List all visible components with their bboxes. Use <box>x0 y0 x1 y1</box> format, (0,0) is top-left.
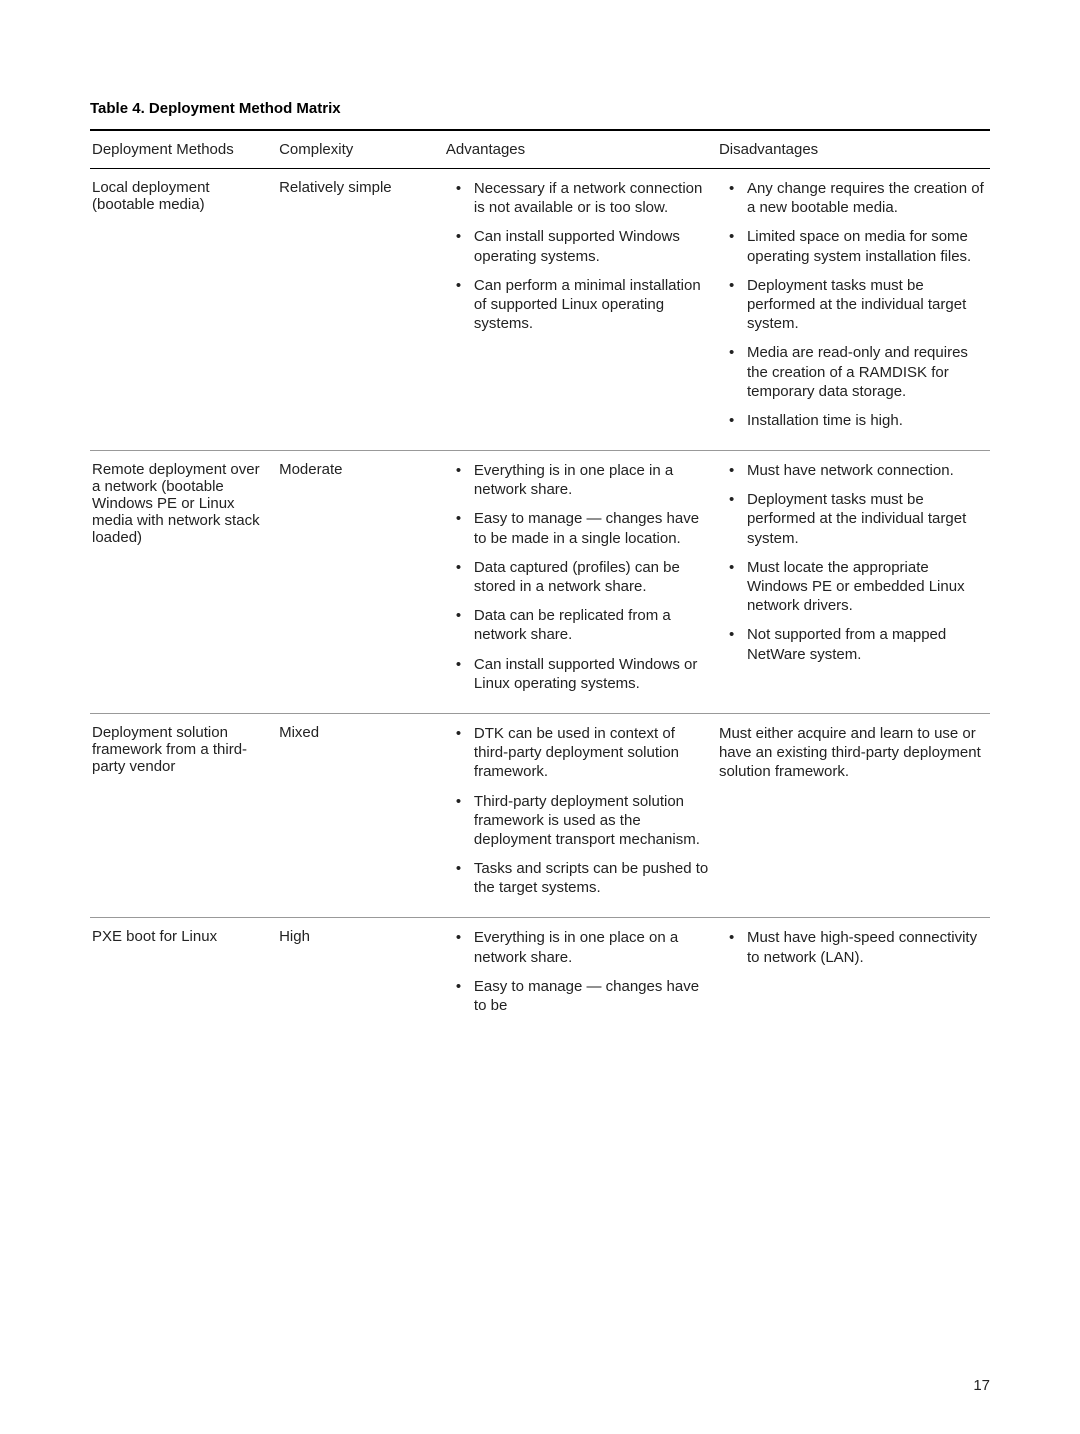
cell-advantages: Everything is in one place in a network … <box>444 451 717 714</box>
list-item: Everything is in one place on a network … <box>446 928 711 966</box>
list-item: Data can be replicated from a network sh… <box>446 606 711 644</box>
table-row: PXE boot for Linux High Everything is in… <box>90 918 990 1035</box>
cell-method: Local deployment (bootable media) <box>90 169 277 451</box>
list-item: Can perform a minimal installation of su… <box>446 276 711 334</box>
cell-advantages: DTK can be used in context of third-part… <box>444 713 717 918</box>
list-item: Any change requires the creation of a ne… <box>719 179 984 217</box>
cell-complexity: High <box>277 918 444 1035</box>
list-item: DTK can be used in context of third-part… <box>446 724 711 782</box>
table-row: Deployment solution framework from a thi… <box>90 713 990 918</box>
cell-complexity: Moderate <box>277 451 444 714</box>
list-item: Easy to manage — changes have to be made… <box>446 509 711 547</box>
deployment-matrix-table: Deployment Methods Complexity Advantages… <box>90 129 990 1035</box>
list-item: Can install supported Windows operating … <box>446 227 711 265</box>
cell-method: Remote deployment over a network (bootab… <box>90 451 277 714</box>
cell-advantages: Everything is in one place on a network … <box>444 918 717 1035</box>
list-item: Media are read-only and requires the cre… <box>719 343 984 401</box>
cell-disadvantages: Must have network connection. Deployment… <box>717 451 990 714</box>
list-item: Easy to manage — changes have to be <box>446 977 711 1015</box>
header-complexity: Complexity <box>277 130 444 169</box>
cell-method: PXE boot for Linux <box>90 918 277 1035</box>
list-item: Deployment tasks must be performed at th… <box>719 276 984 334</box>
list-item: Installation time is high. <box>719 411 984 430</box>
page-number: 17 <box>973 1377 990 1394</box>
cell-advantages: Necessary if a network connection is not… <box>444 169 717 451</box>
cell-complexity: Relatively simple <box>277 169 444 451</box>
cell-method: Deployment solution framework from a thi… <box>90 713 277 918</box>
table-row: Local deployment (bootable media) Relati… <box>90 169 990 451</box>
list-item: Everything is in one place in a network … <box>446 461 711 499</box>
list-item: Limited space on media for some operatin… <box>719 227 984 265</box>
list-item: Tasks and scripts can be pushed to the t… <box>446 859 711 897</box>
list-item: Must locate the appropriate Windows PE o… <box>719 558 984 616</box>
list-item: Data captured (profiles) can be stored i… <box>446 558 711 596</box>
plain-text: Must either acquire and learn to use or … <box>719 724 984 782</box>
cell-complexity: Mixed <box>277 713 444 918</box>
list-item: Necessary if a network connection is not… <box>446 179 711 217</box>
list-item: Must have high-speed connectivity to net… <box>719 928 984 966</box>
cell-disadvantages: Must have high-speed connectivity to net… <box>717 918 990 1035</box>
header-disadvantages: Disadvantages <box>717 130 990 169</box>
list-item: Deployment tasks must be performed at th… <box>719 490 984 548</box>
header-advantages: Advantages <box>444 130 717 169</box>
list-item: Must have network connection. <box>719 461 984 480</box>
list-item: Not supported from a mapped NetWare syst… <box>719 625 984 663</box>
header-method: Deployment Methods <box>90 130 277 169</box>
cell-disadvantages: Any change requires the creation of a ne… <box>717 169 990 451</box>
table-title: Table 4. Deployment Method Matrix <box>90 100 990 117</box>
list-item: Can install supported Windows or Linux o… <box>446 655 711 693</box>
table-row: Remote deployment over a network (bootab… <box>90 451 990 714</box>
cell-disadvantages: Must either acquire and learn to use or … <box>717 713 990 918</box>
list-item: Third-party deployment solution framewor… <box>446 792 711 850</box>
